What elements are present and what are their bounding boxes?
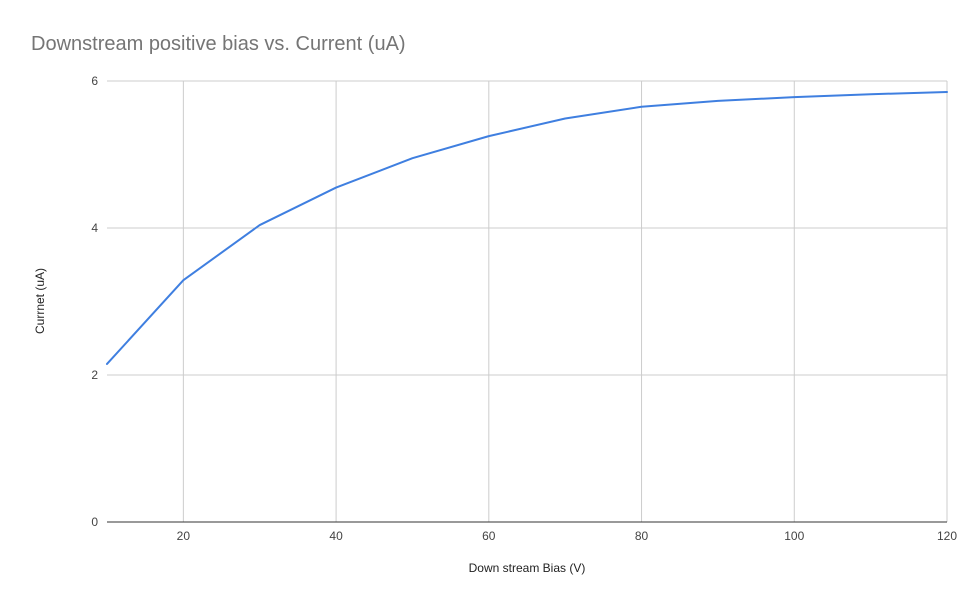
x-axis-title: Down stream Bias (V)	[469, 561, 586, 575]
y-tick-label: 0	[91, 515, 98, 529]
series-layer	[106, 91, 948, 365]
x-tick-label: 120	[937, 529, 957, 543]
y-axis-title: Currnet (uA)	[33, 268, 47, 334]
x-tick-label: 60	[482, 529, 496, 543]
chart-title: Downstream positive bias vs. Current (uA…	[31, 33, 406, 55]
x-tick-label: 20	[177, 529, 191, 543]
x-tick-label: 100	[784, 529, 804, 543]
y-tick-label: 2	[91, 368, 98, 382]
grid-layer	[107, 80, 948, 522]
series-line	[106, 91, 948, 365]
y-tick-label: 4	[91, 221, 98, 235]
x-tick-label: 80	[635, 529, 649, 543]
tick-label-layer: 0 2 4 6 20 40 60 80 100 120	[91, 74, 957, 543]
y-tick-label: 6	[91, 74, 98, 88]
x-tick-label: 40	[329, 529, 343, 543]
